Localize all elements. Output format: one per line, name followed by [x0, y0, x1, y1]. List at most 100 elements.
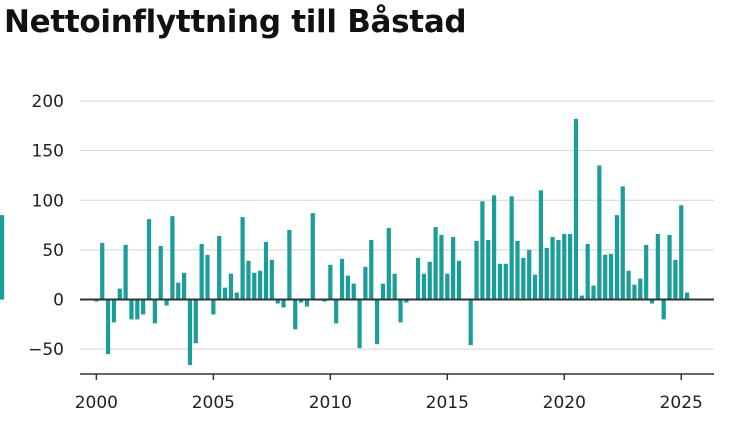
- bar: [433, 227, 438, 300]
- bar: [298, 299, 304, 303]
- bar: [0, 215, 5, 300]
- bar: [568, 234, 573, 300]
- bar: [585, 243, 590, 300]
- bar: [164, 299, 169, 306]
- bar: [234, 292, 239, 300]
- bar: [679, 205, 684, 300]
- gridlines: [80, 100, 714, 350]
- bar: [632, 284, 637, 300]
- bar: [655, 234, 660, 300]
- bar: [117, 288, 122, 300]
- bar: [638, 278, 643, 300]
- y-tick-label: 50: [42, 241, 64, 261]
- bar: [345, 275, 350, 300]
- bar: [398, 299, 403, 323]
- bar: [152, 299, 157, 324]
- bar: [222, 287, 228, 300]
- tick-labels: 200 150 100 50 0 −50 2000 2005 2010 2015 2020 2025: [28, 92, 703, 413]
- bar: [275, 299, 280, 304]
- bar: [263, 241, 269, 300]
- bar: [445, 273, 450, 300]
- bar: [193, 299, 198, 344]
- bar: [240, 217, 245, 300]
- bar: [392, 273, 397, 300]
- bar: [684, 292, 690, 300]
- bar: [246, 260, 251, 300]
- bar: [328, 264, 333, 300]
- bar: [597, 165, 602, 300]
- y-tick-label: 0: [53, 291, 64, 311]
- bar: [661, 299, 666, 320]
- bar: [497, 263, 503, 300]
- bar: [491, 195, 497, 300]
- bar: [100, 242, 105, 300]
- bar: [421, 273, 427, 300]
- bar: [211, 299, 216, 315]
- bar: [474, 240, 479, 300]
- bar: [614, 215, 620, 300]
- bar: [515, 240, 520, 300]
- bar: [538, 190, 543, 300]
- bar: [521, 257, 526, 300]
- x-tick-label: 2015: [426, 393, 469, 413]
- bar: [579, 295, 584, 300]
- bar: [135, 299, 140, 320]
- bar: [480, 201, 485, 300]
- bar: [187, 299, 193, 366]
- x-tick-label: 2025: [660, 393, 703, 413]
- bar: [404, 299, 409, 303]
- bar: [456, 260, 462, 300]
- bar: [439, 235, 444, 300]
- bar: [111, 299, 117, 323]
- bar: [141, 299, 146, 315]
- bar: [105, 299, 111, 355]
- bar: [304, 299, 310, 307]
- chart-title: Nettoinflyttning till Båstad: [4, 4, 467, 40]
- y-tick-label: 200: [32, 92, 64, 112]
- bar: [258, 270, 263, 300]
- bar: [375, 299, 380, 345]
- x-tick-label: 2020: [543, 393, 586, 413]
- bar: [363, 266, 368, 300]
- bar: [603, 254, 608, 300]
- bar: [380, 283, 386, 300]
- bar: [386, 228, 391, 300]
- bar: [562, 234, 567, 300]
- bar: [146, 219, 152, 300]
- bar: [503, 263, 508, 300]
- bar: [351, 283, 356, 300]
- bar: [269, 259, 274, 300]
- bar: [170, 216, 175, 300]
- bar: [556, 239, 561, 300]
- y-tick-label: 150: [32, 142, 64, 162]
- y-tick-label: 100: [32, 191, 64, 211]
- bar: [673, 259, 678, 300]
- y-tick-label: −50: [28, 340, 64, 360]
- bar: [468, 299, 473, 346]
- bar: [339, 258, 345, 300]
- bar: [644, 244, 649, 300]
- bar: [205, 254, 210, 300]
- bar: [591, 285, 596, 300]
- bar: [158, 245, 163, 300]
- bar: [527, 249, 532, 300]
- bar: [182, 272, 187, 300]
- bar: [667, 235, 672, 300]
- bar: [310, 213, 315, 300]
- bar: [217, 235, 222, 300]
- bar: [123, 244, 128, 300]
- bar: [369, 239, 374, 300]
- bar: [486, 239, 491, 300]
- bar: [620, 186, 625, 300]
- bars: [0, 118, 690, 366]
- bar: [649, 299, 655, 304]
- bar: [573, 118, 579, 300]
- bar: [544, 247, 549, 300]
- bar: [293, 299, 298, 330]
- bar: [427, 261, 432, 300]
- bar: [129, 299, 134, 320]
- bar: [287, 230, 292, 300]
- bar: [334, 299, 339, 324]
- x-tick-label: 2010: [309, 393, 352, 413]
- x-tick-label: 2005: [192, 393, 235, 413]
